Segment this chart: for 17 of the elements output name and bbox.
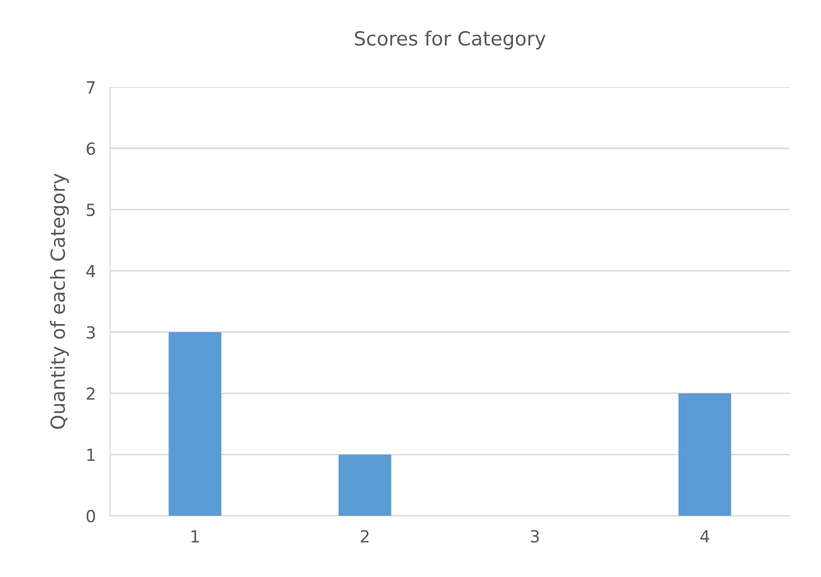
y-tick-label: 5: [86, 204, 95, 216]
bar: [168, 332, 222, 516]
x-tick-label: 1: [192, 530, 199, 542]
x-tick-label: 2: [360, 530, 369, 542]
y-tick-label: 3: [86, 326, 95, 339]
bar: [338, 454, 392, 516]
y-tick-label: 2: [86, 387, 94, 400]
y-tick-label: 0: [86, 510, 96, 522]
y-tick-label: 1: [87, 448, 95, 461]
x-tick-label: 3: [530, 530, 539, 543]
y-axis-title: Quantity of each Category: [50, 174, 69, 429]
y-tick-label: 6: [86, 142, 96, 155]
y-tick-label: 7: [86, 81, 95, 94]
y-tick-label: 4: [86, 265, 96, 278]
chart-title: Scores for Category: [354, 30, 546, 50]
bar: [678, 393, 732, 516]
x-tick-label: 4: [700, 530, 710, 542]
